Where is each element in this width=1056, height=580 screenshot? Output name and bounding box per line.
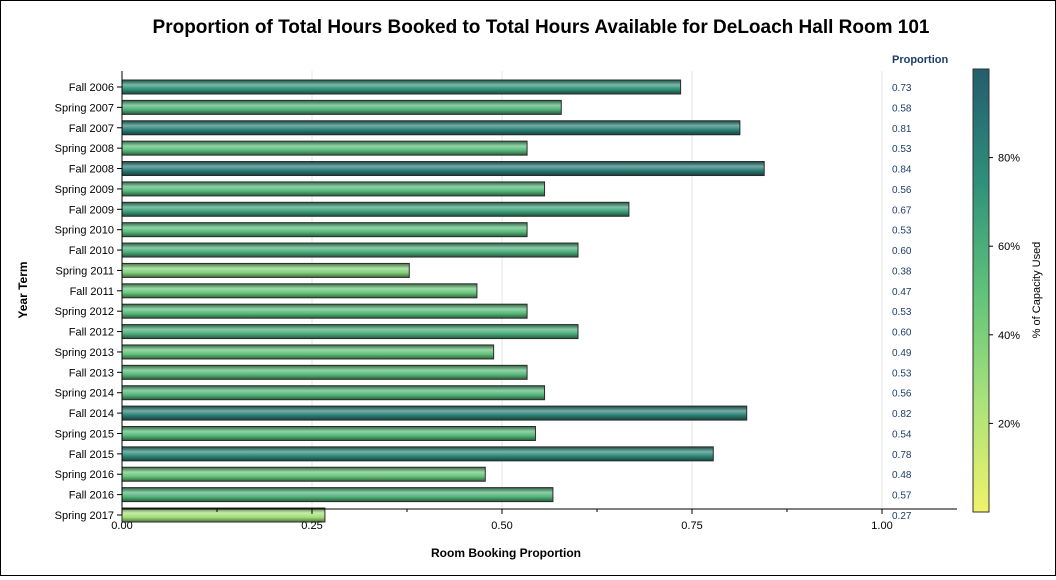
y-tick-label: Spring 2010: [55, 225, 114, 237]
bar: [121, 405, 748, 421]
bar: [121, 324, 579, 340]
value-label: 0.53: [892, 368, 912, 379]
bar: [121, 120, 741, 136]
y-tick-label: Fall 2013: [69, 367, 114, 379]
bars-group: [121, 79, 765, 523]
x-tick-label: 0.00: [111, 520, 132, 532]
y-tick-label: Fall 2008: [69, 164, 114, 176]
bar: [121, 262, 410, 278]
y-tick-label: Fall 2009: [69, 204, 114, 216]
y-tick-label: Spring 2007: [55, 102, 114, 114]
value-label: 0.54: [892, 429, 912, 440]
bar: [121, 507, 326, 523]
y-tick-label: Spring 2017: [55, 510, 114, 522]
bar: [121, 446, 714, 462]
y-tick-label: Spring 2008: [55, 143, 114, 155]
value-label: 0.38: [892, 266, 912, 277]
chart-title: Proportion of Total Hours Booked to Tota…: [153, 17, 930, 38]
value-label: 0.48: [892, 470, 912, 481]
colorbar-tick-label: 60%: [998, 241, 1020, 253]
bar: [121, 201, 630, 217]
y-tick-label: Spring 2013: [55, 347, 114, 359]
y-tick-label: Spring 2012: [55, 306, 114, 318]
y-tick-label: Fall 2016: [69, 490, 114, 502]
y-tick-label: Spring 2015: [55, 428, 114, 440]
value-label: 0.56: [892, 389, 912, 400]
bar: [121, 99, 562, 115]
value-labels: 0.73 0.58 0.81 0.53 0.84 0.56 0.67 0.53 0.60 0.38…: [892, 83, 912, 522]
colorbar-tick-label: 40%: [998, 330, 1020, 342]
bar: [121, 487, 554, 503]
y-tick-label: Fall 2006: [69, 82, 114, 94]
y-tick-label: Fall 2007: [69, 123, 114, 135]
y-tick-label: Fall 2015: [69, 449, 114, 461]
y-tick-label: Fall 2011: [70, 286, 114, 298]
y-tick-label: Spring 2016: [55, 469, 114, 481]
value-label: 0.27: [892, 511, 912, 522]
colorbar-gradient: [972, 68, 990, 513]
bar: [121, 425, 536, 441]
value-label: 0.81: [892, 124, 912, 135]
x-tick-label: 0.75: [681, 520, 702, 532]
y-tick-label: Fall 2010: [69, 245, 114, 257]
value-label: 0.57: [892, 491, 912, 502]
bar: [121, 79, 682, 95]
bar: [121, 181, 546, 197]
value-label: 0.53: [892, 144, 912, 155]
y-tick-label: Spring 2009: [55, 184, 114, 196]
bar: [121, 242, 579, 258]
value-label: 0.78: [892, 450, 912, 461]
bar: [121, 222, 528, 238]
bar: [121, 385, 546, 401]
colorbar-title: % of Capacity Used: [1031, 242, 1043, 339]
x-axis-title: Room Booking Proportion: [431, 546, 581, 560]
bar: [121, 283, 478, 299]
bar: [121, 364, 528, 380]
y-tick-labels: Fall 2006 Spring 2007 Fall 2007 Spring 2008…: [55, 82, 122, 522]
bar: [121, 466, 486, 482]
x-tick-label: 0.50: [491, 520, 512, 532]
x-tick-label: 0.25: [301, 520, 322, 532]
value-label: 0.60: [892, 328, 912, 339]
colorbar-legend: 20% 40% 60% 80%: [972, 68, 1020, 513]
bar: [121, 303, 528, 319]
value-column-header: Proportion: [892, 54, 948, 66]
value-label: 0.67: [892, 205, 912, 216]
x-tick-label: 1.00: [871, 520, 892, 532]
colorbar-tick-label: 80%: [998, 153, 1020, 165]
value-label: 0.84: [892, 165, 912, 176]
value-label: 0.60: [892, 246, 912, 257]
value-label: 0.58: [892, 103, 912, 114]
y-tick-label: Spring 2011: [55, 265, 114, 277]
y-tick-label: Fall 2014: [69, 408, 114, 420]
y-axis-title: Year Term: [16, 261, 30, 318]
bar: [121, 344, 495, 360]
value-label: 0.56: [892, 185, 912, 196]
bar: [121, 161, 765, 177]
value-label: 0.82: [892, 409, 912, 420]
value-label: 0.53: [892, 226, 912, 237]
value-label: 0.73: [892, 83, 912, 94]
colorbar-tick-label: 20%: [998, 418, 1020, 430]
value-label: 0.49: [892, 348, 912, 359]
y-tick-label: Spring 2014: [55, 388, 114, 400]
value-label: 0.47: [892, 287, 912, 298]
value-label: 0.53: [892, 307, 912, 318]
bar: [121, 140, 528, 156]
y-tick-label: Fall 2012: [69, 327, 114, 339]
x-axis: 0.00 0.25 0.50 0.75 1.00: [111, 71, 957, 532]
